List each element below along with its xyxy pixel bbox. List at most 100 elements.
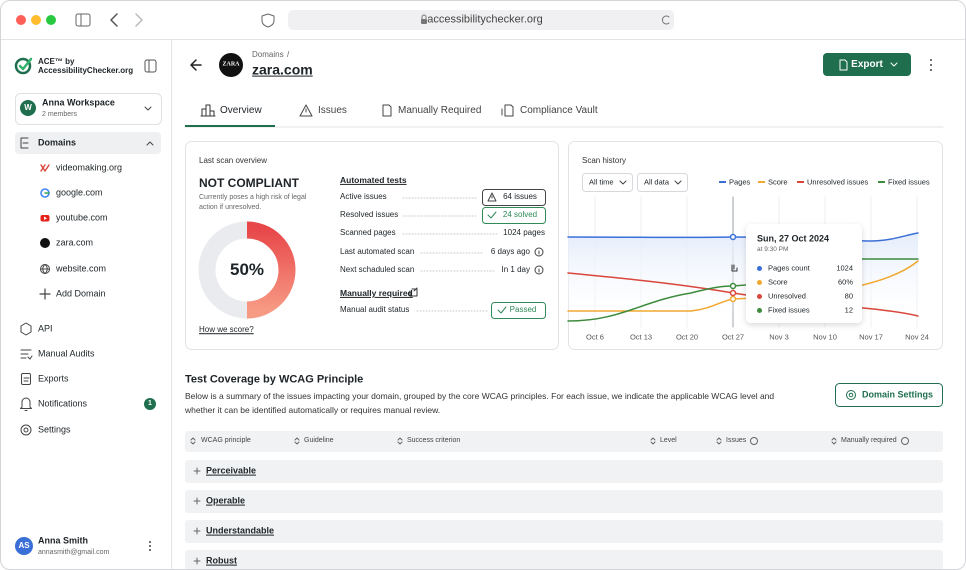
domain-settings-label[interactable]: Domain Settings <box>862 389 934 400</box>
nav-item[interactable]: Manual Audits <box>38 348 95 359</box>
principle-row[interactable]: Perceivable <box>206 465 257 476</box>
row-label: Last automated scan <box>340 247 415 257</box>
x-axis-label: Nov 24 <box>905 332 929 342</box>
tooltip-label: Score <box>768 277 788 287</box>
x-axis-label: Nov 10 <box>813 332 837 342</box>
user-avatar: AS <box>18 541 30 551</box>
tooltip-dot <box>757 307 762 313</box>
tooltip-dot <box>757 265 762 271</box>
nav-item[interactable]: Notifications <box>38 398 88 409</box>
hover-point <box>729 295 737 303</box>
column-header[interactable]: Level <box>660 436 677 444</box>
x-axis-label: Nov 17 <box>859 332 883 342</box>
x-axis-label: Oct 20 <box>675 332 699 342</box>
filter-box[interactable] <box>637 173 688 192</box>
x-axis-label: Oct 27 <box>721 332 745 342</box>
column-header[interactable]: WCAG principle <box>201 436 251 444</box>
tooltip-label: Pages count <box>768 263 810 273</box>
domain-link[interactable]: zara.com <box>56 237 94 248</box>
row-label: Resolved issues <box>340 210 399 220</box>
domain-title: zara.com <box>252 61 313 78</box>
section-label[interactable]: Manually required <box>340 287 413 298</box>
add-domain[interactable]: Add Domain <box>56 288 106 299</box>
workspace-members: 2 members <box>42 110 78 118</box>
badge-text: 64 issues <box>503 192 537 202</box>
badge-text: Passed <box>509 305 537 315</box>
tooltip-label: Unresolved <box>768 291 806 301</box>
domain-link[interactable]: youtube.com <box>56 212 108 223</box>
score-value: 50% <box>229 259 265 279</box>
tooltip-dot <box>757 293 762 299</box>
nav-item[interactable]: API <box>38 323 53 334</box>
legend-label: Fixed issues <box>888 177 930 187</box>
notification-badge: 1 <box>148 399 152 407</box>
legend-label: Pages <box>729 177 751 187</box>
workspace-avatar: W <box>24 103 32 113</box>
domain-link[interactable]: videomaking.org <box>56 162 123 173</box>
hover-point <box>729 289 737 297</box>
domain-logo: ZARA <box>222 61 240 68</box>
section-description: Below is a summary of the issues impacti… <box>185 391 775 415</box>
row-value: In 1 day <box>501 265 530 275</box>
filter-label[interactable]: All time <box>589 177 614 187</box>
nav-item[interactable]: Exports <box>38 373 69 384</box>
user-name: Anna Smith <box>38 535 89 546</box>
principle-row[interactable]: Operable <box>206 495 246 506</box>
how-link[interactable]: How we score? <box>199 325 254 335</box>
principle-row[interactable]: Understandable <box>206 525 275 536</box>
compliance-status: NOT COMPLIANT <box>199 175 299 190</box>
domain-settings-button[interactable] <box>835 383 943 407</box>
legend-label: Unresolved issues <box>807 177 869 187</box>
x-axis-label: Nov 3 <box>769 332 789 342</box>
url-text[interactable]: accessibilitychecker.org <box>427 13 543 26</box>
card-title: Last scan overview <box>199 156 268 166</box>
nav-item[interactable]: Settings <box>38 424 71 435</box>
url-bar[interactable] <box>288 10 674 30</box>
principle-row[interactable]: Robust <box>206 555 237 566</box>
tooltip-date: Sun, 27 Oct 2024 <box>757 233 830 244</box>
filter-box[interactable] <box>582 173 633 192</box>
user-email: annasmith@gmail.com <box>38 548 110 556</box>
column-header[interactable]: Manually required <box>841 436 897 444</box>
tooltip-time: at 9:30 PM <box>757 246 789 254</box>
tooltip-dot <box>757 279 762 285</box>
tab[interactable]: Issues <box>318 105 347 116</box>
x-axis-label: Oct 13 <box>629 332 653 342</box>
filter-label[interactable]: All data <box>644 177 670 187</box>
column-header[interactable]: Guideline <box>304 436 334 444</box>
domain-link[interactable]: google.com <box>56 187 103 198</box>
nav-item[interactable]: Domains <box>38 137 77 148</box>
row-label: Next schaduled scan <box>340 265 415 275</box>
status-note: Currently poses a high risk of legal act… <box>199 194 307 211</box>
legend-label: Score <box>768 177 788 187</box>
section-label[interactable]: Automated tests <box>340 174 407 185</box>
tooltip-value: 60% <box>837 277 853 287</box>
row-label: Manual audit status <box>340 305 410 315</box>
row-label: Scanned pages <box>340 228 396 238</box>
domain-link[interactable]: website.com <box>56 263 107 274</box>
column-header[interactable]: Issues <box>726 436 747 444</box>
badge-text: 24 solved <box>502 210 538 220</box>
breadcrumb-separator: / <box>287 50 290 60</box>
row-value: 1024 pages <box>503 228 545 238</box>
brand-text: ACE™ by <box>38 57 75 67</box>
hover-point <box>729 233 737 241</box>
card-title: Scan history <box>582 156 627 166</box>
row-value: 6 days ago <box>490 247 530 257</box>
tooltip-value: 12 <box>844 305 853 315</box>
column-header[interactable]: Success criterion <box>407 436 461 444</box>
tooltip-value: 1024 <box>836 263 853 273</box>
row-label: Active issues <box>340 192 387 202</box>
tab[interactable]: Manually Required <box>398 105 482 116</box>
section-title: Test Coverage by WCAG Principle <box>185 373 364 386</box>
brand-text: AccessibilityChecker.org <box>38 66 134 76</box>
workspace-name[interactable]: Anna Workspace <box>42 97 115 108</box>
tooltip-value: 80 <box>844 291 853 301</box>
x-axis-label: Oct 6 <box>586 332 604 342</box>
tab[interactable]: Overview <box>220 105 262 116</box>
tab[interactable]: Compliance Vault <box>520 105 598 116</box>
breadcrumb[interactable]: Domains <box>252 50 284 60</box>
export-label[interactable]: Export <box>851 59 883 70</box>
